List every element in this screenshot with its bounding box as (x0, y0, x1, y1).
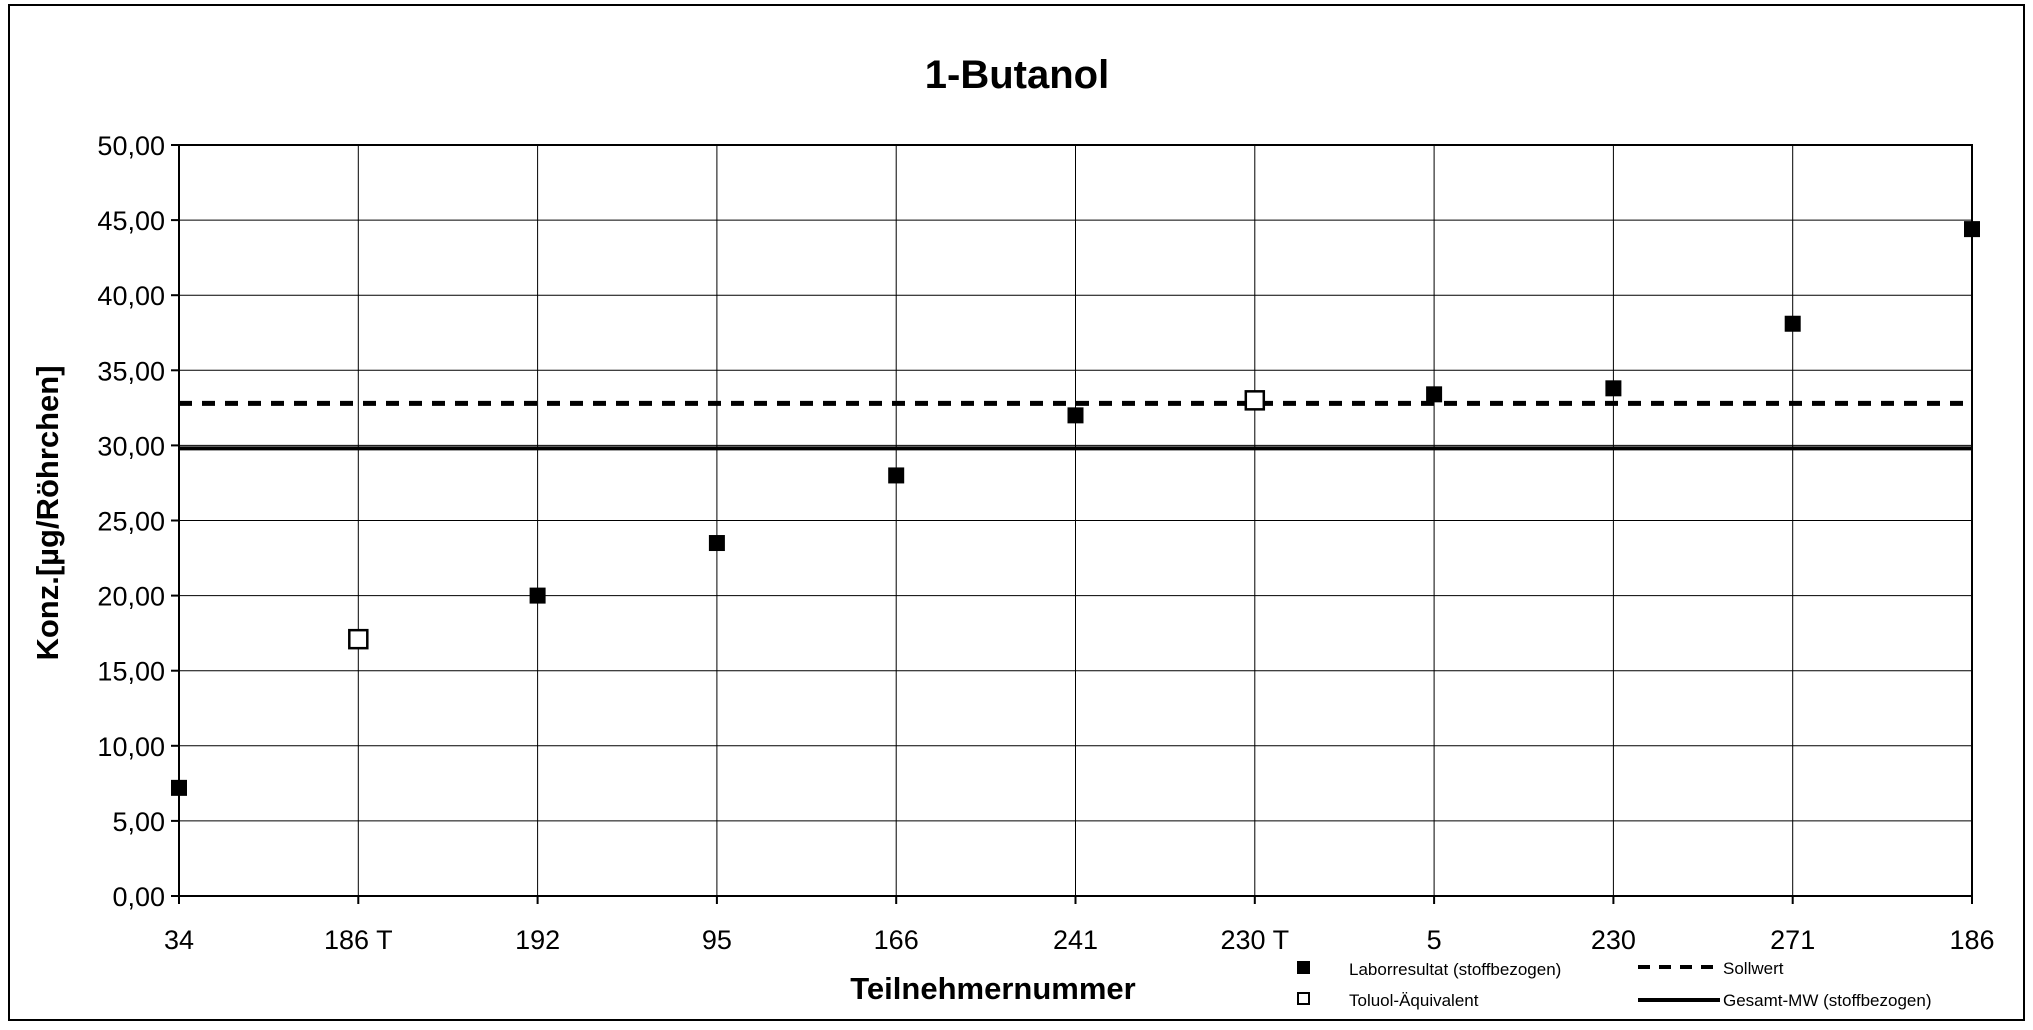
x-tick-label: 186 (1949, 925, 1994, 955)
legend: Laborresultat (stoffbezogen) Sollwert To… (1297, 959, 1931, 1010)
data-point-laborresultat (1784, 315, 1801, 332)
data-point-toluol (348, 628, 369, 650)
x-tick-label: 241 (1053, 925, 1098, 955)
x-tick-label: 5 (1427, 925, 1442, 955)
y-tick-label: 45,00 (97, 206, 165, 236)
y-tick-label: 25,00 (97, 507, 165, 537)
legend-label-laborresultat: Laborresultat (stoffbezogen) (1349, 960, 1561, 979)
x-tick-label: 34 (164, 925, 194, 955)
data-point-laborresultat (1605, 380, 1622, 397)
x-axis-ticks: 34 186 T 192 95 166 241 230 T 5 230 271 186 (164, 896, 1995, 955)
legend-marker-toluol (1297, 992, 1310, 1005)
y-tick-label: 15,00 (97, 657, 165, 687)
y-tick-label: 0,00 (112, 882, 165, 912)
reference-lines-layer (179, 400, 1972, 451)
data-point-laborresultat (529, 587, 546, 604)
chart-title: 1-Butanol (925, 53, 1109, 97)
legend-label-gesamt-mw: Gesamt-MW (stoffbezogen) (1723, 991, 1931, 1010)
x-tick-label: 166 (874, 925, 919, 955)
y-tick-label: 30,00 (97, 431, 165, 461)
y-tick-label: 20,00 (97, 582, 165, 612)
data-point-toluol (1244, 390, 1266, 411)
data-point-laborresultat (888, 467, 905, 484)
x-tick-label: 186 T (324, 925, 393, 955)
y-tick-label: 50,00 (97, 131, 165, 161)
x-tick-label: 230 T (1221, 925, 1290, 955)
y-axis-title: Konz.[µg/Röhrchen] (30, 365, 65, 660)
x-tick-label: 271 (1770, 925, 1815, 955)
x-tick-label: 230 (1591, 925, 1636, 955)
y-tick-label: 35,00 (97, 356, 165, 386)
y-tick-label: 40,00 (97, 281, 165, 311)
data-point-laborresultat (1067, 407, 1084, 424)
data-point-laborresultat (171, 779, 187, 796)
data-point-laborresultat (708, 535, 725, 552)
chart-frame (8, 4, 2025, 1021)
y-axis-ticks: 0,00 5,00 10,00 15,00 20,00 25,00 30,00 35,00 40… (97, 131, 179, 912)
x-tick-label: 95 (702, 925, 732, 955)
legend-marker-laborresultat (1297, 961, 1310, 974)
x-tick-label: 192 (515, 925, 560, 955)
legend-label-toluol: Toluol-Äquivalent (1349, 991, 1479, 1010)
y-tick-label: 10,00 (97, 732, 165, 762)
data-point-laborresultat (1964, 221, 1980, 238)
y-tick-label: 5,00 (112, 807, 165, 837)
data-point-laborresultat (1426, 386, 1443, 403)
legend-label-sollwert: Sollwert (1723, 959, 1784, 978)
x-axis-title: Teilnehmernummer (850, 971, 1135, 1006)
data-points-layer (171, 221, 1980, 796)
